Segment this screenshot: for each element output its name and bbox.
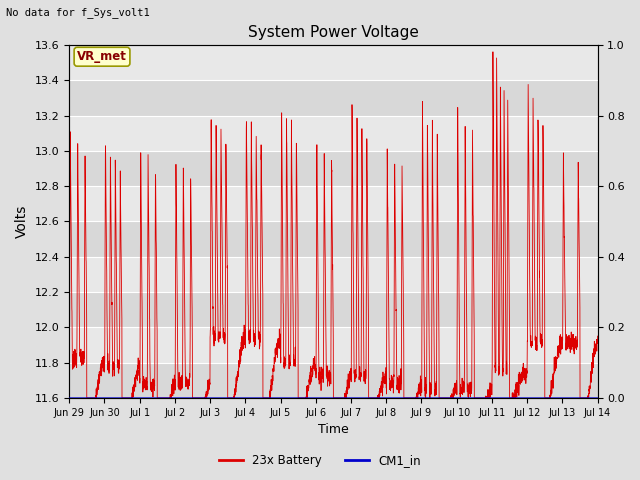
- Bar: [69, 45, 598, 80]
- Bar: [69, 116, 598, 151]
- Bar: [69, 221, 598, 257]
- Bar: [69, 151, 598, 186]
- Text: No data for f_Sys_volt1: No data for f_Sys_volt1: [6, 7, 150, 18]
- Bar: [69, 80, 598, 116]
- Y-axis label: Volts: Volts: [15, 205, 29, 238]
- Bar: [69, 186, 598, 221]
- Bar: [69, 362, 598, 398]
- Legend: 23x Battery, CM1_in: 23x Battery, CM1_in: [214, 449, 426, 472]
- X-axis label: Time: Time: [318, 423, 349, 436]
- Text: VR_met: VR_met: [77, 50, 127, 63]
- Bar: [69, 292, 598, 327]
- Title: System Power Voltage: System Power Voltage: [248, 24, 419, 39]
- Bar: [69, 327, 598, 362]
- Bar: [69, 257, 598, 292]
